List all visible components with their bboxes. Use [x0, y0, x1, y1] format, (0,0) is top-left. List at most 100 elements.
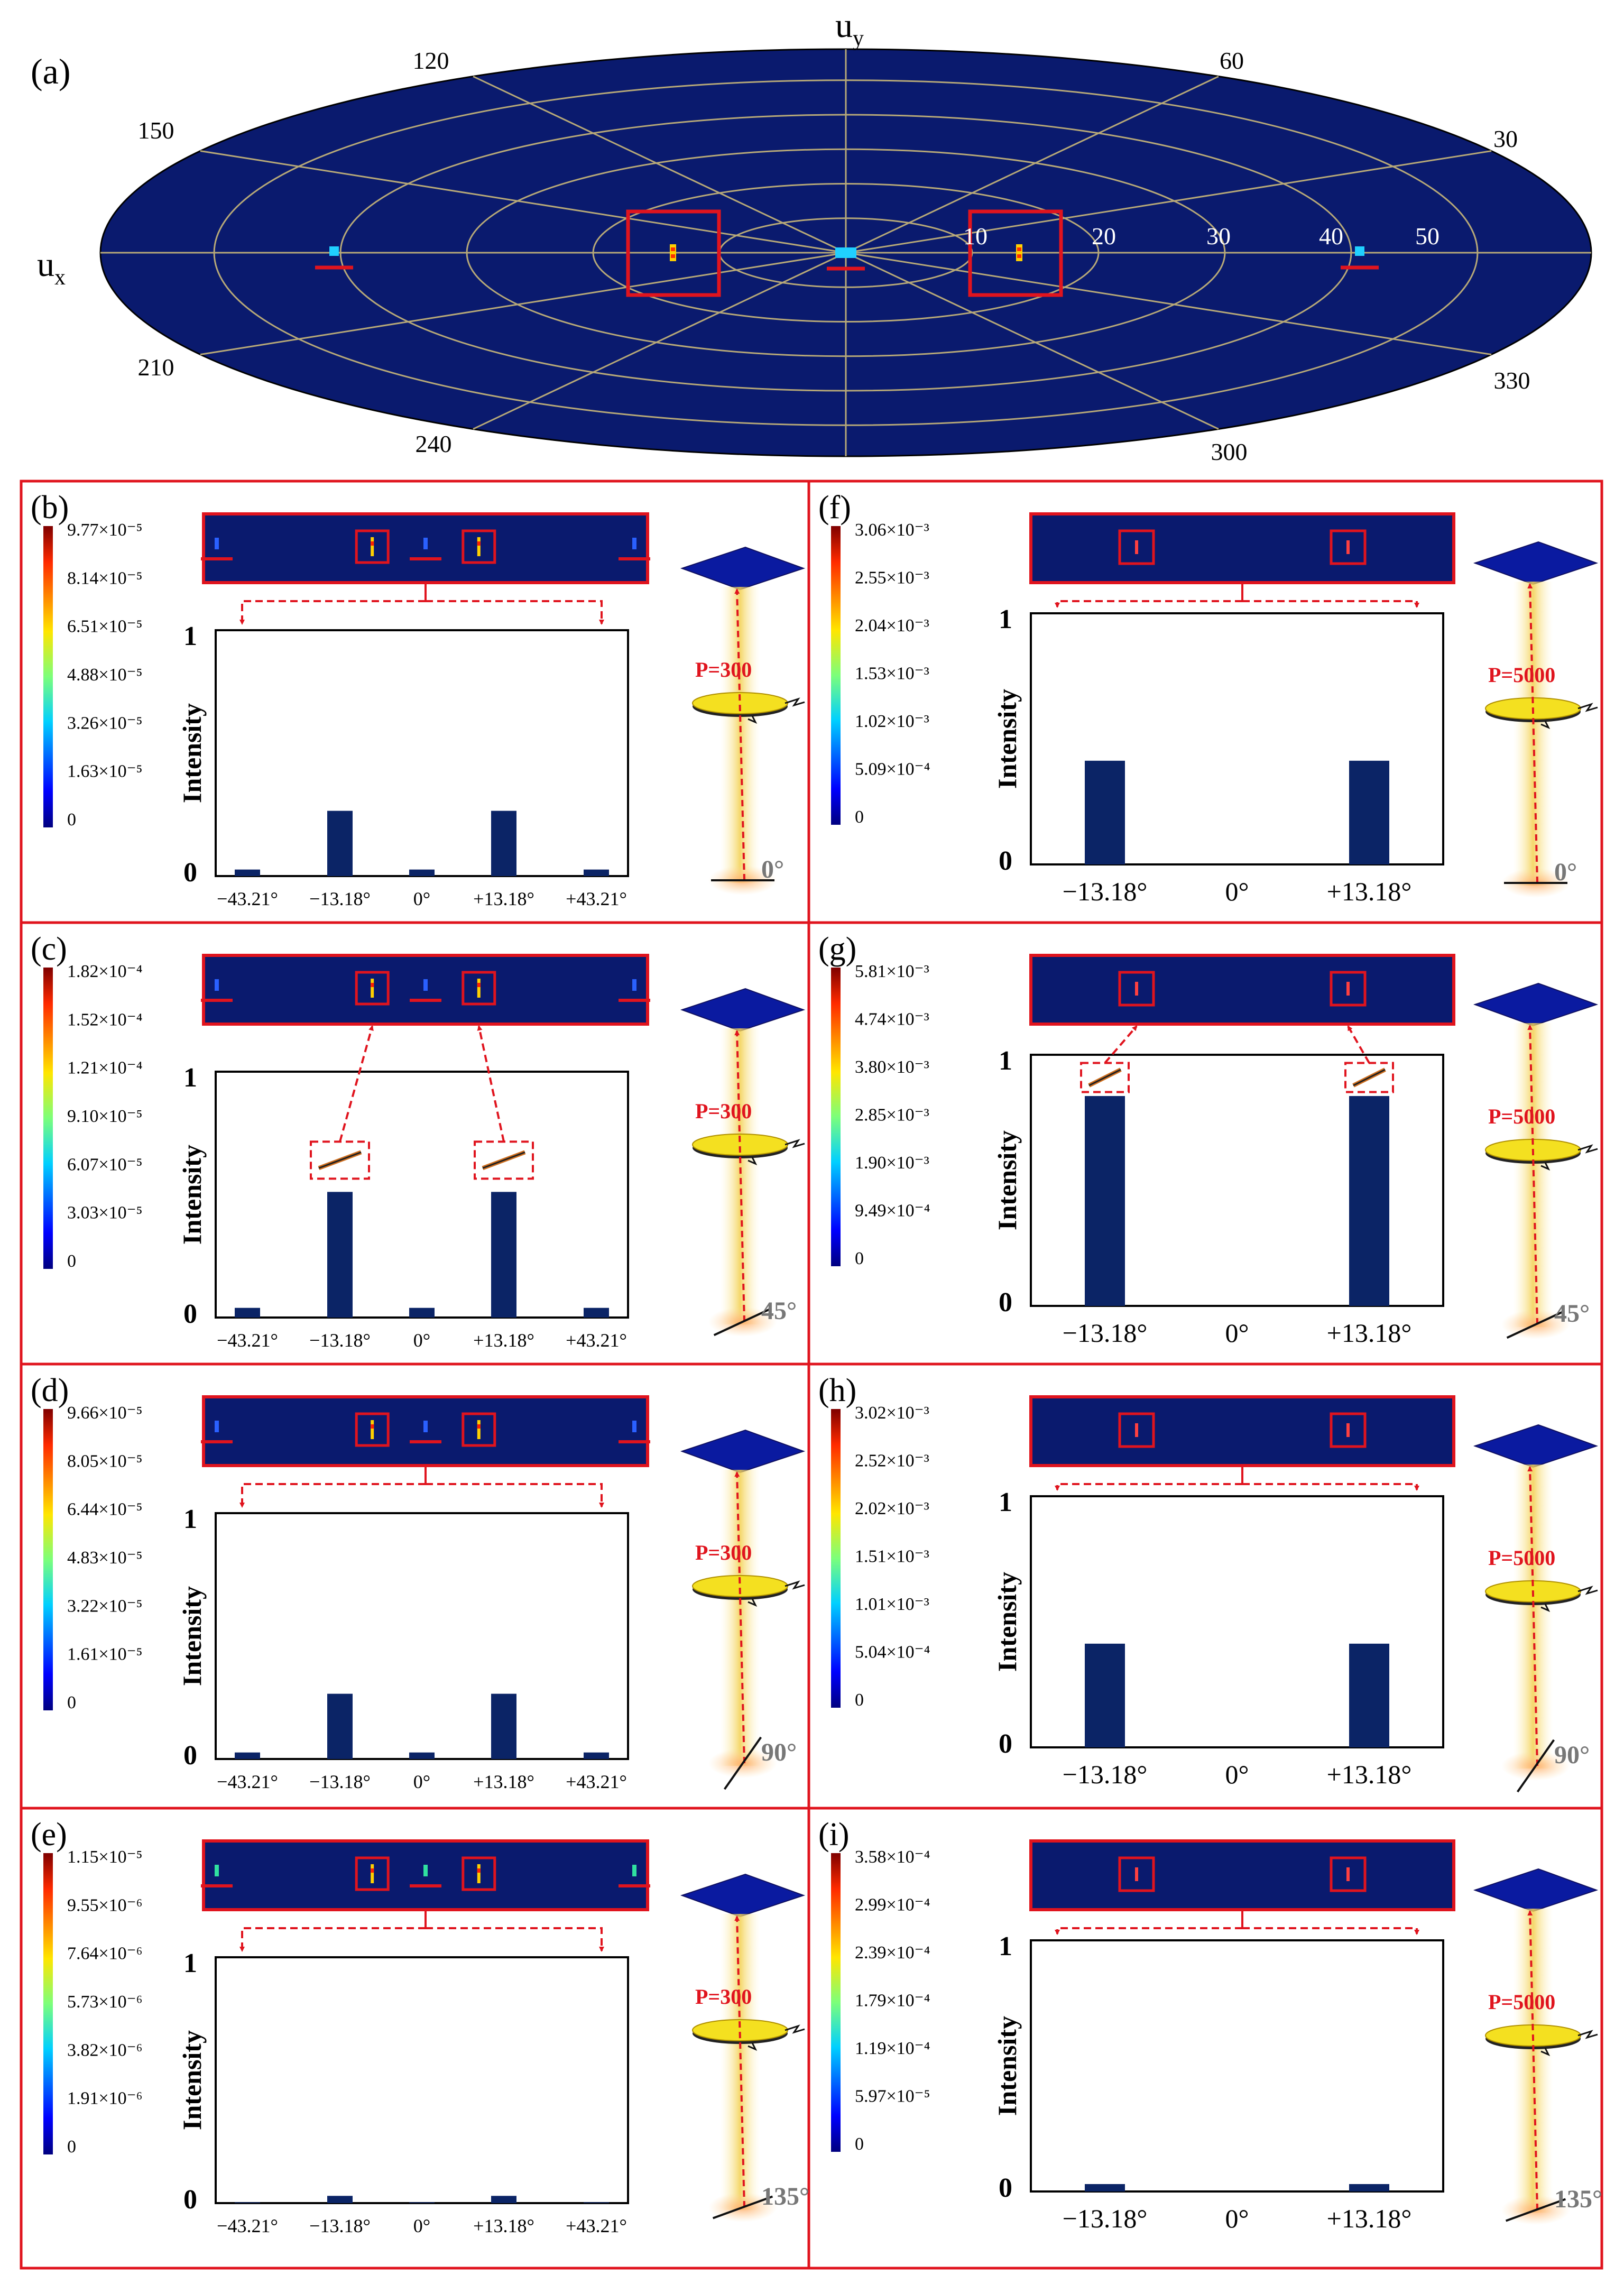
x-tick-label: +13.18° [473, 888, 534, 909]
y-tick-top: 1 [999, 604, 1012, 634]
zoom-trace [1088, 1069, 1121, 1086]
x-tick-label: −13.18° [309, 1771, 371, 1792]
polar-angle-label: 120 [413, 47, 449, 74]
x-tick-label: −13.18° [309, 2215, 371, 2236]
beam-axis-arrow [734, 588, 745, 881]
strip-highlight-box [462, 1856, 496, 1891]
colorbar [831, 526, 841, 825]
x-tick-label: 0° [413, 888, 430, 909]
connector-arrow [1242, 1483, 1419, 1491]
connector-arrow [426, 1483, 604, 1508]
strip-highlight-box [1330, 529, 1367, 565]
colorbar-tick-label: 2.85×10⁻³ [855, 1106, 929, 1125]
strip-spot-core [477, 541, 481, 546]
colorbar-tick-label: 2.39×10⁻⁴ [855, 1943, 930, 1963]
x-tick-label: +43.21° [566, 888, 627, 909]
polarization-arrow [723, 1736, 762, 1790]
y-axis-label: Intensity [177, 1145, 207, 1245]
polar-angle-label: 150 [138, 117, 174, 144]
diffraction-spot-core [671, 247, 675, 251]
strip-spot-core [371, 1868, 374, 1873]
connector-arrow [239, 1483, 426, 1508]
strip-spot [1346, 1867, 1350, 1881]
intensity-bar [1349, 2184, 1389, 2191]
panel-label-e: (e) [31, 1817, 67, 1853]
panels-root: (b)9.77×10⁻⁵ 8.14×10⁻⁵ 6.51×10⁻⁵ 4.88×10⁻⁵ 3… [31, 490, 1602, 2236]
intensity-bar [491, 1693, 516, 1759]
polarization-arrow [712, 2195, 773, 2219]
panel-b: (b)9.77×10⁻⁵ 8.14×10⁻⁵ 6.51×10⁻⁵ 4.88×10⁻⁵ 3… [31, 490, 806, 909]
strip-spot [371, 537, 374, 556]
farfield-strip [1029, 1395, 1455, 1467]
polarization-label: 90° [761, 1738, 797, 1766]
strip-highlight-box [1330, 1412, 1367, 1448]
x-tick-label: +13.18° [1327, 1318, 1412, 1348]
colorbar-tick-label: 3.02×10⁻³ [855, 1403, 929, 1423]
intensity-bar [327, 1192, 353, 1318]
x-tick-label: −13.18° [1063, 1760, 1148, 1789]
polar-angle-label: 210 [138, 354, 174, 381]
colorbar-tick-label: 0 [855, 1249, 864, 1268]
polarization-arrow [1516, 1739, 1555, 1793]
lens-axis-marker [1577, 703, 1598, 712]
diffraction-spot [329, 246, 339, 256]
polarization-label: 0° [1554, 858, 1577, 886]
polar-angle-label: 300 [1211, 438, 1248, 465]
highlight-box-right [968, 209, 1063, 297]
lens-rotation-marker [1540, 1604, 1551, 1612]
colorbar-tick-label: 2.99×10⁻⁴ [855, 1895, 930, 1915]
strip-spot [423, 1421, 428, 1432]
x-tick-label: +13.18° [1327, 1760, 1412, 1789]
strip-highlight-box [1118, 971, 1155, 1007]
y-tick-bottom: 0 [999, 1729, 1012, 1759]
metasurface-plate [1473, 1868, 1599, 1912]
y-tick-top: 1 [999, 1931, 1012, 1961]
highlight-box-left [626, 209, 721, 297]
connector-arrow [1242, 600, 1419, 608]
polar-highlight-boxes [626, 209, 1063, 297]
strip-highlight-box [462, 971, 496, 1006]
y-axis-label: Intensity [992, 1572, 1022, 1672]
intensity-bar [584, 1752, 609, 1759]
colorbar-tick-label: 1.52×10⁻⁴ [67, 1010, 142, 1029]
intensity-bar [409, 1752, 435, 1759]
y-tick-top: 1 [999, 1046, 1012, 1076]
strip-spot [477, 537, 481, 556]
power-label: P=300 [695, 1099, 752, 1123]
colorbar-tick-label: 1.61×10⁻⁵ [67, 1645, 142, 1664]
panel-label-d: (d) [31, 1373, 69, 1408]
strip-spot-core [477, 1424, 481, 1429]
colorbar-tick-label: 8.05×10⁻⁵ [67, 1451, 142, 1471]
lens-rotation-marker [748, 715, 758, 724]
y-tick-top: 1 [183, 1948, 197, 1978]
farfield-strip [1029, 1839, 1455, 1911]
polarization-arrow [1505, 2198, 1566, 2222]
colorbar-tick-label: 1.63×10⁻⁵ [67, 762, 142, 781]
intensity-bar [584, 1307, 609, 1318]
x-tick-label: −43.21° [217, 888, 278, 909]
strip-spot-core [371, 983, 374, 987]
polar-radial-label: 40 [1319, 223, 1343, 250]
colorbar [831, 1853, 841, 2152]
colorbar [43, 1853, 53, 2154]
x-tick-label: −13.18° [1063, 1318, 1148, 1348]
y-tick-top: 1 [183, 1504, 197, 1534]
beam-axis-arrow [1527, 583, 1538, 883]
zoom-box [1344, 1062, 1394, 1093]
strip-spot [1346, 982, 1350, 996]
x-tick-label: −13.18° [1063, 877, 1148, 906]
strip-spot-core [371, 1424, 374, 1429]
strip-highlight-box [355, 971, 390, 1006]
y-tick-bottom: 0 [999, 846, 1012, 876]
polar-radial-label: 30 [1206, 223, 1231, 250]
colorbar-tick-label: 0 [67, 2137, 76, 2157]
x-tick-label: 0° [1225, 1318, 1249, 1348]
strip-spot [632, 1865, 636, 1876]
y-axis-label: Intensity [992, 1130, 1022, 1230]
colorbar-tick-label: 9.55×10⁻⁶ [67, 1895, 142, 1915]
strip-spot [477, 979, 481, 998]
polar-spots [315, 244, 1379, 271]
lens-axis-marker [785, 697, 805, 707]
x-tick-label: −43.21° [217, 1771, 278, 1792]
